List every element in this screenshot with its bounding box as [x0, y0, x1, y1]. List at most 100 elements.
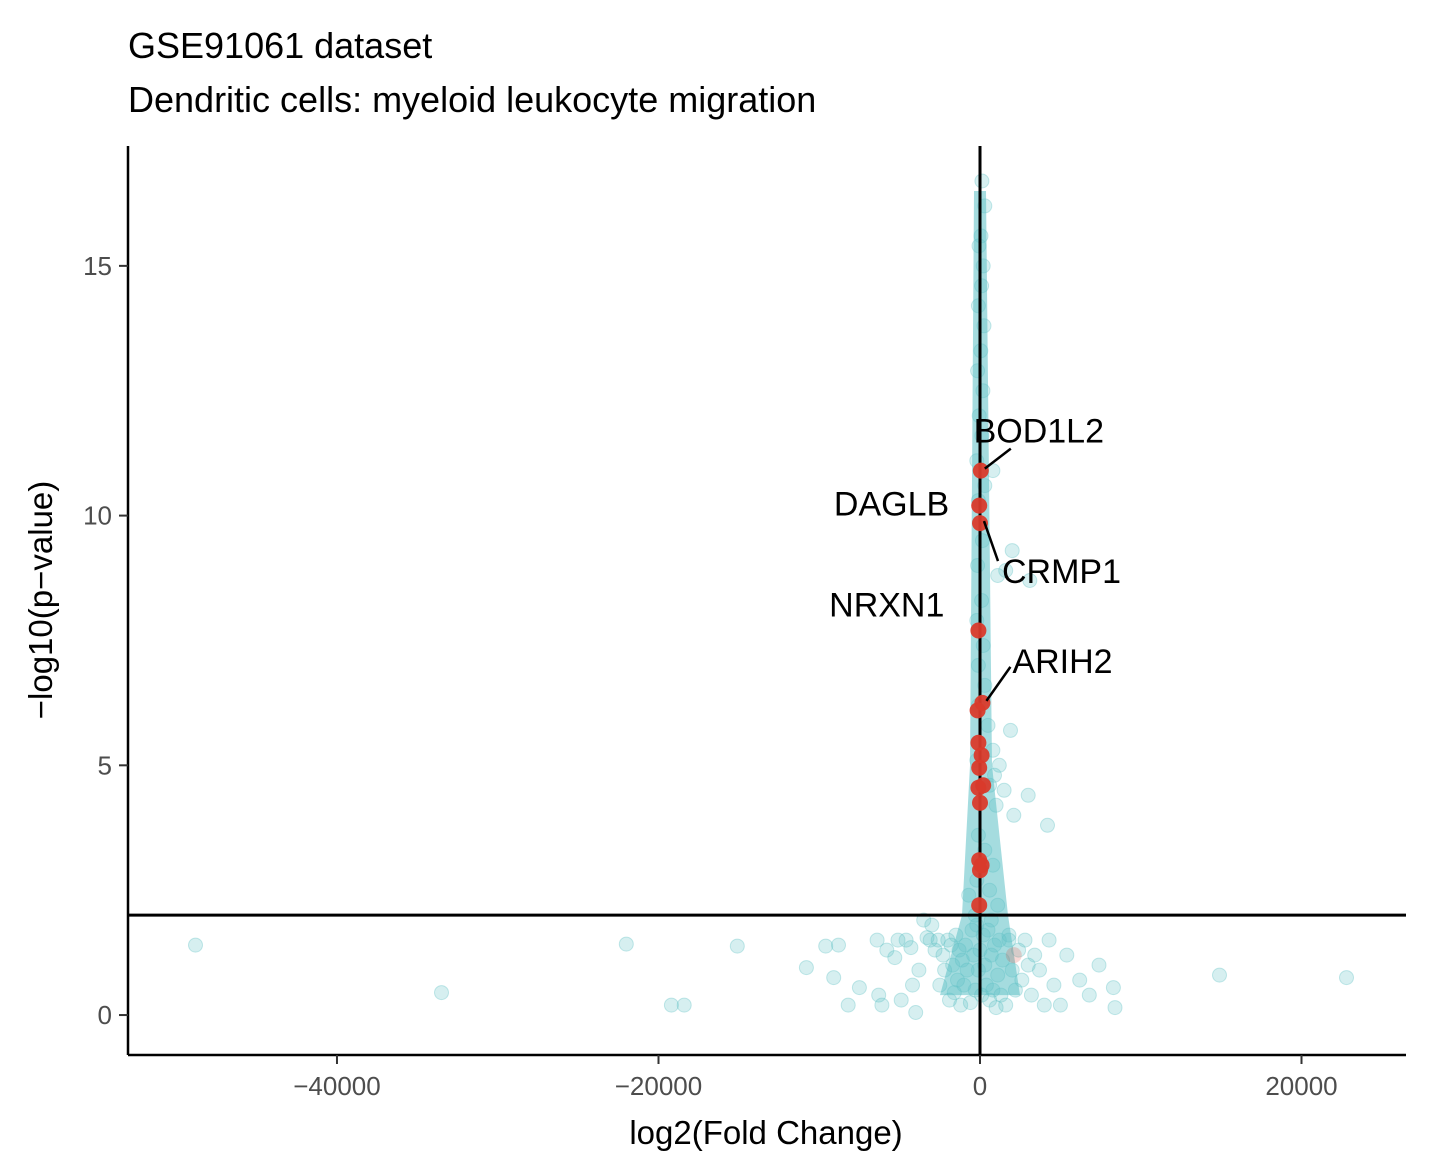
highlighted-point: [972, 794, 988, 811]
x-axis-title: log2(Fold Change): [629, 1114, 902, 1151]
gene-label: BOD1L2: [974, 413, 1104, 451]
data-point: [1023, 987, 1039, 1003]
data-point: [869, 932, 885, 948]
data-point: [879, 942, 895, 958]
x-tick-label: 20000: [1265, 1071, 1337, 1101]
data-point: [898, 932, 914, 948]
data-point: [1212, 967, 1227, 983]
annotation-leader-line: [985, 666, 1012, 702]
data-point: [874, 997, 890, 1013]
y-tick-label: 5: [98, 750, 112, 780]
data-point: [1022, 573, 1038, 588]
data-point: [188, 937, 203, 953]
data-point: [826, 970, 842, 986]
data-point: [908, 1005, 924, 1020]
data-point: [1006, 807, 1022, 823]
data-point: [1059, 947, 1075, 963]
data-point: [1046, 977, 1062, 993]
axes: −40000 −20000 0 20000 0 5 10 15: [83, 146, 1406, 1101]
highlighted-point: [970, 622, 987, 639]
data-point: [1339, 970, 1354, 986]
y-tick-label: 15: [83, 251, 112, 281]
data-point: [998, 997, 1014, 1013]
data-point: [1091, 957, 1107, 973]
data-point: [1004, 543, 1020, 559]
highlighted-point: [972, 515, 988, 532]
data-point: [927, 942, 943, 958]
highlighted-point: [971, 759, 988, 776]
x-tick-label: 0: [973, 1071, 987, 1101]
data-point: [911, 962, 927, 978]
chart-subtitle: Dendritic cells: myeloid leukocyte migra…: [128, 79, 816, 120]
y-axis-title: −log10(p−value): [22, 481, 59, 720]
data-point: [1107, 1000, 1123, 1016]
data-point: [1052, 997, 1068, 1013]
data-point: [840, 997, 856, 1013]
highlighted-point: [971, 897, 988, 914]
gene-label: NRXN1: [829, 586, 944, 624]
data-point: [676, 997, 692, 1013]
data-point: [953, 997, 969, 1013]
data-point: [887, 950, 903, 966]
data-point: [1027, 947, 1043, 963]
y-tick-label: 0: [98, 1000, 112, 1030]
data-point: [1003, 722, 1018, 738]
highlighted-point: [970, 779, 987, 796]
data-point: [1040, 817, 1055, 833]
highlighted-point: [1005, 947, 1022, 964]
data-point: [919, 930, 935, 946]
data-point: [618, 936, 634, 952]
data-point: [903, 940, 919, 956]
data-point: [988, 1000, 1004, 1016]
data-point: [935, 947, 951, 963]
data-point: [1105, 980, 1121, 996]
data-point: [905, 977, 920, 993]
x-tick-label: −40000: [293, 1071, 380, 1101]
data-point: [990, 568, 1006, 583]
data-point: [996, 782, 1012, 798]
gene-label: DAGLB: [834, 486, 949, 524]
data-point: [851, 980, 867, 996]
data-point: [974, 173, 990, 189]
data-point: [924, 917, 940, 933]
x-tick-label: −20000: [615, 1071, 702, 1101]
highlighted-point: [972, 462, 989, 479]
data-point: [434, 985, 449, 1001]
data-point: [831, 937, 846, 953]
data-point: [890, 932, 906, 948]
gene-annotations: BOD1L2 DAGLB CRMP1 NRXN1 ARIH2: [829, 413, 1121, 702]
highlighted-point: [972, 862, 988, 879]
highlighted-point: [973, 747, 990, 764]
data-point: [1041, 932, 1057, 948]
y-tick-label: 10: [83, 501, 112, 531]
data-point: [871, 987, 887, 1003]
data-point: [1036, 997, 1052, 1013]
gene-label: CRMP1: [1002, 553, 1121, 591]
data-point: [922, 932, 938, 948]
data-point: [798, 960, 814, 976]
highlighted-point: [969, 702, 986, 719]
data-point: [1017, 932, 1033, 948]
highlighted-point: [971, 497, 988, 514]
background-points-layer: [188, 173, 1354, 1020]
data-point: [1072, 972, 1088, 988]
highlighted-point: [970, 734, 987, 751]
chart-title: GSE91061 dataset: [128, 25, 432, 66]
data-point: [1020, 787, 1036, 803]
data-point: [991, 757, 1007, 773]
reference-lines: [128, 146, 1406, 1055]
data-point: [1081, 987, 1097, 1003]
data-point: [729, 938, 745, 954]
data-point: [893, 992, 909, 1008]
data-point: [998, 563, 1014, 578]
data-point: [1020, 957, 1036, 973]
data-point: [930, 932, 946, 948]
gene-label: ARIH2: [1012, 643, 1112, 681]
highlighted-points-layer: [969, 462, 1022, 964]
data-point: [1032, 962, 1047, 978]
data-point: [663, 997, 679, 1013]
annotation-leader-line: [982, 520, 1000, 562]
annotation-leader-line: [984, 447, 1012, 470]
